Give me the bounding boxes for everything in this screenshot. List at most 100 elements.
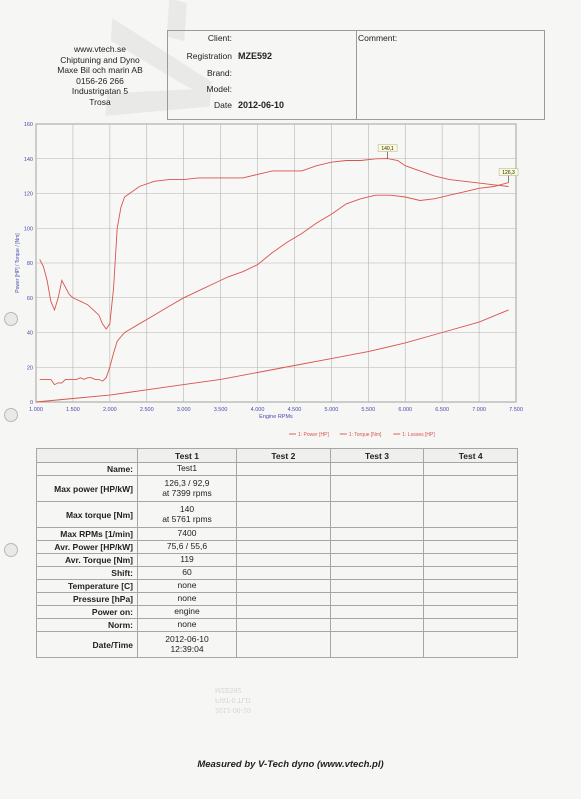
- row-label: Max power [HP/kW]: [36, 475, 138, 502]
- test1-value-line: none: [177, 580, 197, 591]
- test3-value: [329, 579, 425, 593]
- test1-value-line: 140: [179, 504, 195, 514]
- test1-value-line: none: [177, 593, 197, 604]
- test3-value: [329, 631, 425, 658]
- test2-value: [236, 462, 331, 476]
- x-axis-label: Engine RPMs: [259, 414, 293, 420]
- test4-value: [423, 462, 518, 476]
- model-label: Model:: [206, 84, 232, 94]
- test1-value-line: none: [177, 619, 197, 630]
- test1-value-line: 126,3 / 92,9: [164, 478, 210, 488]
- test3-value: [329, 501, 425, 528]
- x-tick-label: 5.000: [325, 407, 339, 413]
- client-label: Client:: [207, 33, 232, 43]
- row-label: Temperature [C]: [36, 579, 138, 593]
- company-line: Maxe Bil och marin AB: [57, 65, 143, 75]
- legend-label: 1: Losses [HP]: [402, 432, 435, 438]
- results-row: Name: Test1: [36, 462, 518, 476]
- legend-label: 1: Torque [Nm]: [349, 432, 382, 438]
- test4-value: [423, 527, 518, 541]
- annotation-box: [377, 144, 398, 152]
- series-line-2: [39, 158, 509, 330]
- y-tick-label: 100: [24, 226, 33, 232]
- test4-value: [423, 501, 518, 528]
- punch-hole: [4, 312, 18, 326]
- company-line: www.vtech.se: [74, 44, 126, 54]
- test1-value: 140 at 5761 rpms: [137, 501, 237, 528]
- results-row: Date/Time 2012-06-10 12:39:04: [36, 631, 518, 658]
- x-tick-label: 6.000: [398, 407, 412, 413]
- test2-value: [236, 631, 331, 658]
- date-label: Date: [214, 100, 232, 110]
- test1-value: 126,3 / 92,9 at 7399 rpms: [137, 475, 237, 502]
- test4-value: [423, 475, 518, 502]
- results-row: Pressure [hPa] none: [36, 592, 518, 606]
- test1-value: 60: [137, 566, 237, 580]
- dyno-chart-svg: 1.000 1.500 2.000 2.500 3.000 3.500 4.000 4.500…: [15, 122, 523, 438]
- x-tick-label: 1.500: [66, 407, 80, 413]
- header-test-1: Test 1: [137, 448, 237, 463]
- x-tick-label: 1.000: [29, 407, 43, 413]
- report-footer: Measured by V-Tech dyno (www.vtech.pl): [197, 759, 384, 770]
- test1-value: 2012-06-10 12:39:04: [137, 631, 237, 658]
- y-tick-label: 40: [27, 331, 33, 337]
- y-tick-label: 20: [27, 365, 33, 371]
- results-table: Test 1 Test 2 Test 3 Test 4 Name: Test1 Ma…: [36, 448, 518, 658]
- company-line: Industrigatan 5: [71, 86, 129, 96]
- x-tick-label: 7.000: [472, 407, 486, 413]
- header-test-2: Test 2: [236, 448, 331, 463]
- row-label: Max RPMs [1/min]: [36, 527, 138, 541]
- y-tick-label: 0: [30, 400, 33, 406]
- x-tick-label: 4.500: [288, 407, 302, 413]
- punch-hole: [4, 408, 18, 422]
- test4-value: [423, 540, 518, 554]
- test4-value: [423, 592, 518, 606]
- row-label: Norm:: [36, 618, 138, 632]
- x-tick-label: 4.000: [251, 407, 265, 413]
- test4-value: [423, 605, 518, 619]
- row-label: Shift:: [36, 566, 138, 580]
- comment-label: Comment:: [358, 33, 398, 43]
- test3-value: [329, 475, 425, 502]
- test1-value: engine: [137, 605, 237, 619]
- results-row: Max RPMs [1/min] 7400: [36, 527, 518, 541]
- test1-value-line: Test1: [176, 463, 198, 474]
- results-row: Shift: 60: [36, 566, 518, 580]
- test3-value: [329, 462, 425, 476]
- legend-label: 1: Power [HP]: [298, 432, 329, 438]
- punch-hole: [4, 543, 18, 557]
- test1-value: 75,6 / 55,6: [137, 540, 237, 554]
- annotation-label: 126,3: [502, 170, 515, 176]
- y-tick-label: 120: [24, 192, 33, 198]
- company-line: 0156-26 266: [76, 75, 124, 86]
- y-tick-label: 160: [24, 122, 33, 128]
- header-test-3: Test 3: [329, 448, 425, 463]
- company-address: www.vtech.se Chiptuning and Dyno Maxe Bi…: [20, 44, 180, 107]
- results-row: Max power [HP/kW] 126,3 / 92,9 at 7399 rpm…: [36, 475, 518, 502]
- test2-value: [236, 592, 331, 606]
- row-label: Date/Time: [36, 631, 138, 658]
- test1-value: Test1: [137, 462, 237, 476]
- test3-value: [329, 553, 425, 567]
- row-label: Avr. Torque [Nm]: [36, 553, 138, 567]
- test4-value: [423, 553, 518, 567]
- y-tick-label: 60: [27, 296, 33, 302]
- registration-label: Registration: [186, 51, 232, 61]
- test3-value: [329, 566, 425, 580]
- results-row: Temperature [C] none: [36, 579, 518, 593]
- header-test-4: Test 4: [423, 448, 518, 463]
- x-tick-label: 3.000: [177, 407, 191, 413]
- test1-value-line: 75,6 / 55,6: [166, 541, 208, 552]
- comment-box: Comment:: [355, 30, 545, 120]
- test1-value-line: at 7399 rpms: [162, 487, 212, 498]
- test1-value: 119: [137, 553, 237, 567]
- bleed-through-text: 2012-06-10 FIAT-0 TLD MZE592: [215, 686, 251, 713]
- annotation-label: 140,1: [381, 146, 394, 152]
- test3-value: [329, 540, 425, 554]
- test1-value-line: 119: [180, 554, 194, 565]
- test1-value: none: [137, 579, 237, 593]
- test1-value: none: [137, 618, 237, 632]
- annotation-box: [498, 168, 519, 176]
- y-axis-label: Power [HP] / Torque / [Nm]: [15, 233, 21, 293]
